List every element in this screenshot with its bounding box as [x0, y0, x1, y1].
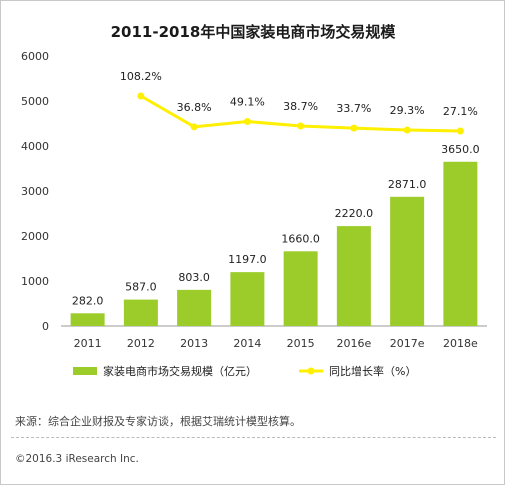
bar-value-label: 282.0: [72, 294, 104, 307]
growth-point: [243, 118, 251, 126]
x-tick-label: 2018e: [443, 337, 478, 350]
y-tick-label: 5000: [21, 95, 49, 108]
growth-point: [403, 126, 411, 134]
chart-title: 2011-2018年中国家装电商市场交易规模: [111, 23, 397, 41]
x-tick-label: 2012: [127, 337, 155, 350]
x-tick-label: 2016e: [336, 337, 371, 350]
bar: [70, 313, 105, 326]
bars: 282.0 587.0 803.0 1197.0 1660.0 2220.0 2871.0 3…: [70, 143, 480, 326]
x-tick-label: 2014: [233, 337, 261, 350]
y-tick-label: 4000: [21, 140, 49, 153]
bar-value-label: 2871.0: [388, 178, 427, 191]
bar-value-label: 3650.0: [441, 143, 480, 156]
copyright-text: ©2016.3 iResearch Inc.: [15, 453, 139, 465]
growth-point: [350, 124, 358, 132]
growth-value-label: 49.1%: [230, 96, 265, 109]
x-tick-label: 2011: [74, 337, 102, 350]
legend-line-label: 同比增长率（%）: [329, 364, 416, 378]
growth-value-label: 27.1%: [443, 105, 478, 118]
y-tick-label: 2000: [21, 230, 49, 243]
axes: 0 1000 2000 3000 4000 5000 6000 2011 2012 2013 201…: [21, 50, 487, 350]
x-tick-label: 2015: [287, 337, 315, 350]
footer-divider: [11, 437, 496, 438]
x-tick-label: 2013: [180, 337, 208, 350]
bar: [123, 299, 158, 326]
source-note: 来源：综合企业财报及专家访谈，根据艾瑞统计模型核算。: [15, 415, 301, 428]
growth-point: [190, 123, 198, 131]
y-tick-label: 6000: [21, 50, 49, 63]
bar-value-label: 1660.0: [281, 232, 320, 245]
growth-point: [297, 122, 305, 130]
growth-value-label: 108.2%: [120, 70, 162, 83]
bar: [443, 161, 478, 326]
bar: [283, 251, 318, 326]
x-tick-label: 2017e: [390, 337, 425, 350]
bar-value-label: 2220.0: [335, 207, 374, 220]
bar: [230, 272, 265, 326]
growth-point: [137, 92, 145, 100]
legend-bar-swatch: [73, 367, 97, 375]
y-tick-label: 0: [42, 320, 49, 333]
growth-line: 108.2% 36.8% 49.1% 38.7% 33.7% 29.3% 27.1%: [120, 70, 478, 135]
bar-value-label: 803.0: [178, 271, 210, 284]
growth-point: [456, 127, 464, 135]
growth-value-label: 38.7%: [283, 100, 318, 113]
bar: [390, 196, 425, 326]
legend-line-marker: [307, 367, 315, 375]
growth-value-label: 29.3%: [390, 104, 425, 117]
legend: 家装电商市场交易规模（亿元） 同比增长率（%）: [73, 364, 416, 378]
legend-bar-label: 家装电商市场交易规模（亿元）: [103, 364, 257, 378]
bar: [336, 226, 371, 326]
growth-value-label: 33.7%: [336, 102, 371, 115]
growth-value-label: 36.8%: [177, 101, 212, 114]
bar-value-label: 587.0: [125, 281, 157, 294]
y-tick-label: 1000: [21, 275, 49, 288]
bar-value-label: 1197.0: [228, 253, 267, 266]
y-tick-label: 3000: [21, 185, 49, 198]
bar: [177, 289, 212, 326]
